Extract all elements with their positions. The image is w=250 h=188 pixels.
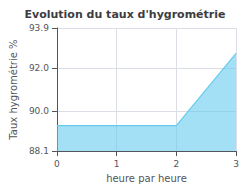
svg-text:0: 0 xyxy=(54,159,60,169)
svg-text:Taux hygrométrie %: Taux hygrométrie % xyxy=(8,39,19,140)
svg-text:1: 1 xyxy=(114,159,120,169)
svg-text:3: 3 xyxy=(233,159,239,169)
svg-text:92.0: 92.0 xyxy=(29,63,49,73)
svg-text:2: 2 xyxy=(173,159,179,169)
svg-text:93.9: 93.9 xyxy=(29,23,49,33)
svg-text:heure par heure: heure par heure xyxy=(106,173,187,184)
svg-text:88.1: 88.1 xyxy=(29,146,49,156)
svg-text:90.0: 90.0 xyxy=(29,106,49,116)
svg-text:Evolution du taux d'hygrométri: Evolution du taux d'hygrométrie xyxy=(25,8,226,21)
